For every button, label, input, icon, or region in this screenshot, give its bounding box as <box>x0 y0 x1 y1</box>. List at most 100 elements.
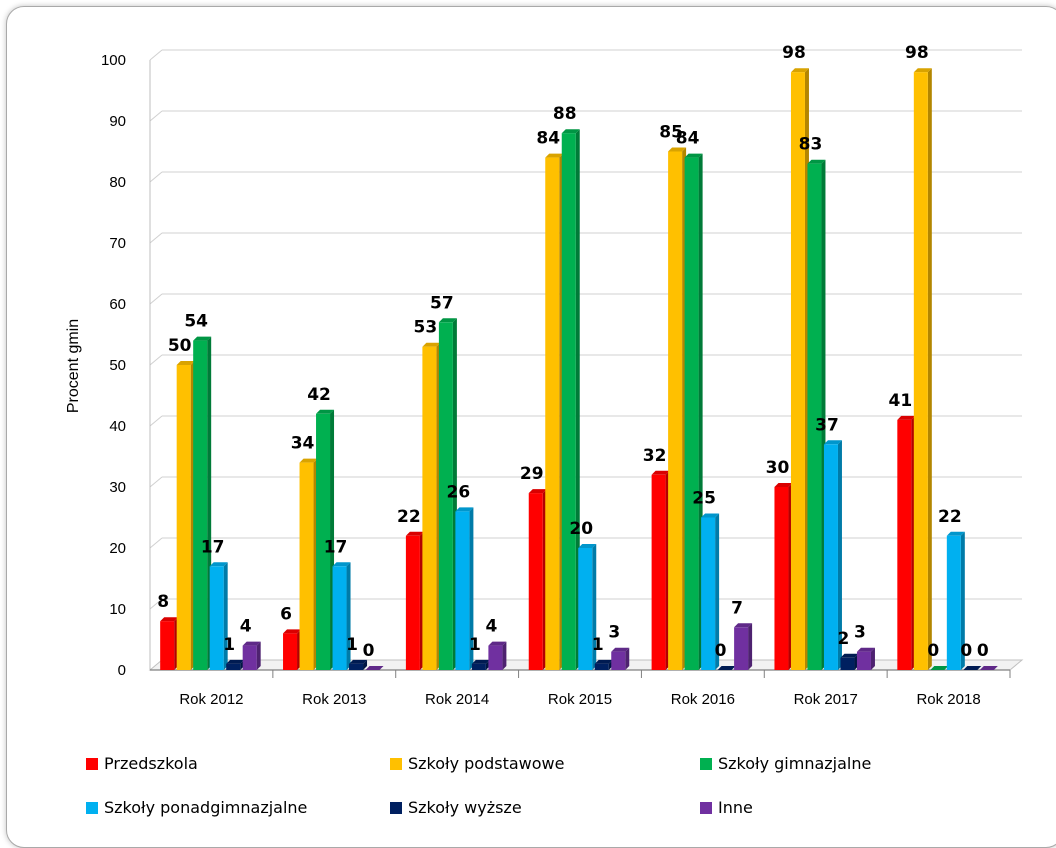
legend-label: Szkoły gimnazjalne <box>718 754 871 773</box>
y-tick-label: 100 <box>101 52 126 69</box>
data-label: 6 <box>280 604 292 624</box>
data-label: 50 <box>168 336 192 356</box>
bar <box>578 544 597 670</box>
bar <box>963 666 982 670</box>
data-label: 84 <box>536 129 560 149</box>
data-label: 20 <box>569 519 593 539</box>
y-tick-label: 10 <box>109 601 126 618</box>
legend-item: Szkoły podstawowe <box>390 754 564 773</box>
data-label: 88 <box>553 104 577 124</box>
gridline-diag <box>149 110 163 122</box>
bar <box>422 342 441 670</box>
legend-item: Inne <box>700 798 753 817</box>
x-tick-label: Rok 2012 <box>179 691 243 708</box>
bar <box>734 623 753 670</box>
bar <box>717 666 736 670</box>
legend-item: Przedszkola <box>86 754 198 773</box>
bar <box>561 129 580 670</box>
data-label: 1 <box>346 635 358 655</box>
data-label: 0 <box>960 641 972 661</box>
legend-label: Szkoły ponadgimnazjalne <box>104 798 307 817</box>
bar <box>651 470 670 670</box>
legend-swatch <box>390 758 402 770</box>
bar <box>946 531 965 670</box>
legend-label: Szkoły wyższe <box>408 798 522 817</box>
x-tick-label: Rok 2013 <box>302 691 366 708</box>
data-label: 30 <box>766 458 790 478</box>
data-label: 37 <box>815 415 839 435</box>
gridline-diag <box>149 598 163 610</box>
y-axis-label: Procent gmin <box>65 319 82 413</box>
data-label: 83 <box>799 135 823 155</box>
data-label: 4 <box>485 617 497 637</box>
y-tick-label: 60 <box>109 296 126 313</box>
data-label: 53 <box>414 318 438 338</box>
gridline-diag <box>149 476 163 488</box>
bar <box>930 666 949 670</box>
y-tick-label: 40 <box>109 418 126 435</box>
data-label: 3 <box>854 623 866 643</box>
bar <box>897 415 916 670</box>
x-tick-label: Rok 2015 <box>548 691 612 708</box>
data-label: 29 <box>520 464 544 484</box>
legend-swatch <box>700 802 712 814</box>
data-label: 42 <box>307 385 331 405</box>
data-label: 57 <box>430 293 454 313</box>
x-tick-label: Rok 2018 <box>916 691 980 708</box>
y-tick-label: 0 <box>118 662 126 679</box>
legend: Przedszkola Szkoły podstawowe Szkoły gimna… <box>86 754 871 817</box>
data-label: 0 <box>715 641 727 661</box>
x-axis-ticks: Rok 2012 Rok 2013 Rok 2014 Rok 2015 Rok 2016… <box>179 691 980 708</box>
x-tick-label: Rok 2014 <box>425 691 489 708</box>
gridline-diag <box>149 415 163 427</box>
y-tick-label: 70 <box>109 235 126 252</box>
data-label: 54 <box>184 312 208 332</box>
data-label: 3 <box>608 623 620 643</box>
bar <box>488 641 507 670</box>
bar <box>807 159 826 670</box>
data-label: 1 <box>592 635 604 655</box>
data-label: 0 <box>927 641 939 661</box>
legend-swatch <box>390 802 402 814</box>
bar <box>856 647 875 670</box>
bar <box>209 562 228 670</box>
data-label: 1 <box>223 635 235 655</box>
legend-label: Inne <box>718 798 753 817</box>
y-axis-ticks: 0 10 20 30 40 50 60 70 80 90 100 <box>101 52 126 679</box>
legend-swatch <box>86 802 98 814</box>
data-label: 41 <box>888 391 912 411</box>
data-label: 32 <box>643 446 667 466</box>
bar <box>840 653 859 670</box>
legend-label: Szkoły podstawowe <box>408 754 564 773</box>
bar <box>684 153 703 671</box>
x-tick-label: Rok 2016 <box>671 691 735 708</box>
data-label: 1 <box>469 635 481 655</box>
gridline-diag <box>149 232 163 244</box>
bar <box>528 489 547 670</box>
legend-item: Szkoły ponadgimnazjalne <box>86 798 307 817</box>
data-label: 98 <box>782 43 806 63</box>
data-label: 22 <box>938 507 962 527</box>
data-label: 8 <box>157 592 169 612</box>
legend-item: Szkoły wyższe <box>390 798 522 817</box>
bars <box>160 68 998 671</box>
data-label: 4 <box>240 617 252 637</box>
bar <box>299 458 318 670</box>
data-label: 22 <box>397 507 421 527</box>
legend-item: Szkoły gimnazjalne <box>700 754 871 773</box>
x-tick-label: Rok 2017 <box>794 691 858 708</box>
bar <box>176 361 195 670</box>
y-tick-label: 30 <box>109 479 126 496</box>
bar <box>226 659 245 670</box>
data-label: 17 <box>324 537 348 557</box>
y-tick-label: 20 <box>109 540 126 557</box>
data-label: 25 <box>692 489 716 509</box>
legend-label: Przedszkola <box>104 754 198 773</box>
bar <box>160 617 179 670</box>
bar <box>349 659 368 670</box>
data-label: 0 <box>363 641 375 661</box>
bar <box>790 68 809 670</box>
bar <box>193 336 212 670</box>
legend-swatch <box>86 758 98 770</box>
bar <box>405 531 424 670</box>
